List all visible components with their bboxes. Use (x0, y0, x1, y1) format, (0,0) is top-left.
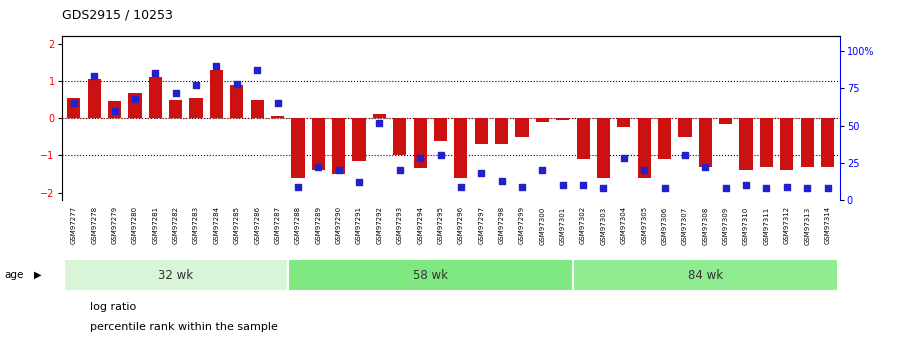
Point (291, 184, 305, 189)
Bar (63, 259, 288, 291)
Bar (88, 79, 100, 118)
Bar (638, 118, 651, 178)
Bar (679, 118, 691, 137)
Text: ▶: ▶ (34, 270, 42, 280)
Bar (801, 118, 814, 167)
Point (556, 183, 570, 188)
Point (189, 82, 204, 88)
Bar (169, 100, 182, 118)
Point (352, 179, 367, 185)
Bar (393, 118, 406, 155)
Point (474, 170, 489, 176)
Bar (536, 118, 549, 122)
Point (67, 100, 81, 106)
Bar (658, 118, 672, 159)
Point (168, 90, 183, 96)
Bar (760, 118, 773, 167)
Point (209, 63, 224, 69)
Text: 84 wk: 84 wk (688, 269, 723, 282)
Bar (495, 118, 509, 144)
Point (678, 152, 692, 158)
Bar (67, 98, 81, 118)
Bar (433, 118, 447, 140)
Text: 32 wk: 32 wk (158, 269, 193, 282)
Bar (597, 118, 610, 178)
Bar (821, 118, 834, 167)
Point (800, 185, 814, 191)
Point (331, 168, 346, 173)
Bar (311, 118, 325, 170)
Bar (699, 118, 712, 167)
Text: age: age (5, 270, 24, 280)
Point (230, 81, 244, 87)
Point (413, 156, 427, 161)
Text: log ratio: log ratio (90, 303, 136, 312)
Point (494, 178, 509, 184)
Bar (210, 70, 223, 118)
Point (616, 156, 631, 161)
Bar (230, 85, 243, 118)
Bar (557, 118, 569, 120)
Point (250, 68, 264, 73)
Point (271, 100, 285, 106)
Point (128, 96, 142, 101)
Bar (288, 259, 573, 291)
Bar (271, 116, 284, 118)
Bar (108, 101, 121, 118)
Point (311, 165, 326, 170)
Point (433, 152, 448, 158)
Point (738, 183, 753, 188)
Point (453, 184, 468, 189)
Point (657, 185, 672, 191)
Bar (739, 118, 753, 170)
Bar (454, 118, 468, 178)
Bar (617, 118, 631, 127)
Point (820, 185, 834, 191)
Bar (719, 118, 732, 124)
Point (576, 183, 590, 188)
Bar (515, 118, 529, 137)
Point (698, 165, 712, 170)
Text: percentile rank within the sample: percentile rank within the sample (90, 323, 278, 332)
Point (372, 120, 386, 125)
Bar (251, 100, 263, 118)
Bar (576, 118, 590, 159)
Bar (148, 77, 162, 118)
Bar (373, 115, 386, 118)
Bar (352, 118, 366, 161)
Point (535, 168, 549, 173)
Text: 58 wk: 58 wk (413, 269, 448, 282)
Bar (474, 118, 488, 144)
Point (759, 185, 774, 191)
Bar (291, 118, 304, 178)
Point (719, 185, 733, 191)
Text: GDS2915 / 10253: GDS2915 / 10253 (62, 9, 173, 22)
Bar (189, 98, 203, 118)
Point (148, 71, 163, 76)
Bar (573, 259, 838, 291)
Bar (332, 118, 345, 174)
Point (779, 184, 794, 189)
Bar (414, 118, 427, 168)
Point (515, 184, 529, 189)
Bar (129, 93, 141, 118)
Point (87, 74, 101, 79)
Point (108, 108, 122, 114)
Point (596, 185, 611, 191)
Point (637, 168, 652, 173)
Bar (780, 118, 794, 170)
Point (393, 168, 407, 173)
